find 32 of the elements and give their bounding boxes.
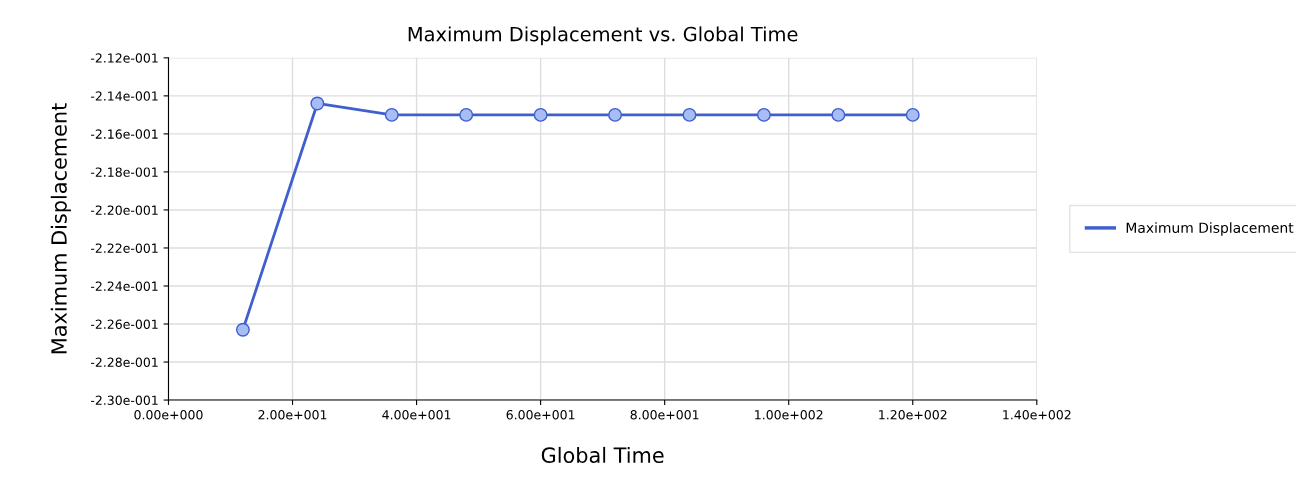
x-tick-label: 6.00e+001 bbox=[506, 410, 575, 420]
x-tick-label: 1.00e+002 bbox=[755, 410, 823, 420]
point bbox=[384, 107, 399, 122]
point bbox=[533, 107, 548, 122]
point bbox=[831, 107, 846, 122]
point bbox=[235, 322, 250, 337]
point bbox=[459, 107, 474, 122]
point bbox=[905, 107, 920, 122]
legend-label: Maximum Displacement bbox=[1126, 222, 1294, 236]
y-tick-label: -2.16e-001 bbox=[90, 129, 158, 139]
y-tick-label: -2.28e-001 bbox=[90, 357, 158, 367]
x-tick-label: 2.00e+001 bbox=[258, 410, 327, 420]
point bbox=[310, 96, 325, 111]
chart-title: Maximum Displacement vs. Global Time bbox=[408, 26, 798, 46]
y-axis-title: Maximum Displacement bbox=[50, 103, 71, 354]
x-tick-label: 0.00e+000 bbox=[134, 410, 203, 420]
x-tick-label: 4.00e+001 bbox=[382, 410, 451, 420]
x-tick-label: 8.00e+001 bbox=[630, 410, 699, 420]
y-tick-label: -2.22e-001 bbox=[90, 243, 158, 253]
point bbox=[756, 107, 771, 122]
y-tick-label: -2.30e-001 bbox=[90, 395, 158, 405]
y-tick-label: -2.20e-001 bbox=[90, 205, 158, 215]
x-tick-label: 1.20e+002 bbox=[879, 410, 947, 420]
y-tick-label: -2.12e-001 bbox=[90, 53, 158, 63]
x-tick-label: 1.40e+002 bbox=[1003, 410, 1071, 420]
x-axis-title: Global Time bbox=[541, 446, 664, 464]
point bbox=[608, 107, 622, 122]
y-tick-label: -2.24e-001 bbox=[90, 281, 158, 291]
y-tick-label: -2.14e-001 bbox=[90, 91, 158, 101]
point bbox=[682, 107, 697, 122]
y-tick-label: -2.18e-001 bbox=[90, 167, 158, 177]
y-tick-label: -2.26e-001 bbox=[90, 319, 158, 329]
